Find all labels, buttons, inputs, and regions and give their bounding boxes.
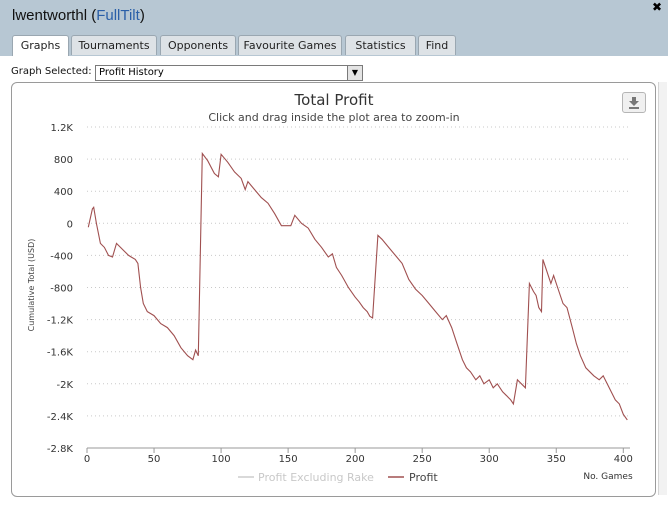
tab-statistics[interactable]: Statistics (345, 35, 416, 55)
graph-select-value: Profit History (99, 67, 164, 78)
chart-panel (11, 82, 656, 497)
chevron-down-icon[interactable]: ▼ (347, 66, 362, 80)
download-button[interactable] (622, 92, 646, 113)
graph-select-label: Graph Selected: (11, 66, 92, 77)
site-link[interactable]: FullTilt (96, 7, 140, 24)
tab-favourite-games[interactable]: Favourite Games (238, 35, 342, 55)
graph-select-dropdown[interactable]: Profit History ▼ (95, 65, 363, 81)
close-icon[interactable]: ✖ (651, 0, 662, 14)
tab-graphs[interactable]: Graphs (12, 35, 69, 56)
download-icon (629, 97, 639, 109)
player-name: lwentworthl (12, 7, 88, 24)
tab-opponents[interactable]: Opponents (160, 35, 236, 55)
window-title: lwentworthl (FullTilt) (12, 7, 145, 24)
tab-find[interactable]: Find (418, 35, 456, 55)
window-header: lwentworthl (FullTilt) ✖ Graphs Tourname… (0, 0, 668, 56)
tab-tournaments[interactable]: Tournaments (71, 35, 157, 55)
vertical-scrollbar[interactable] (658, 82, 667, 495)
